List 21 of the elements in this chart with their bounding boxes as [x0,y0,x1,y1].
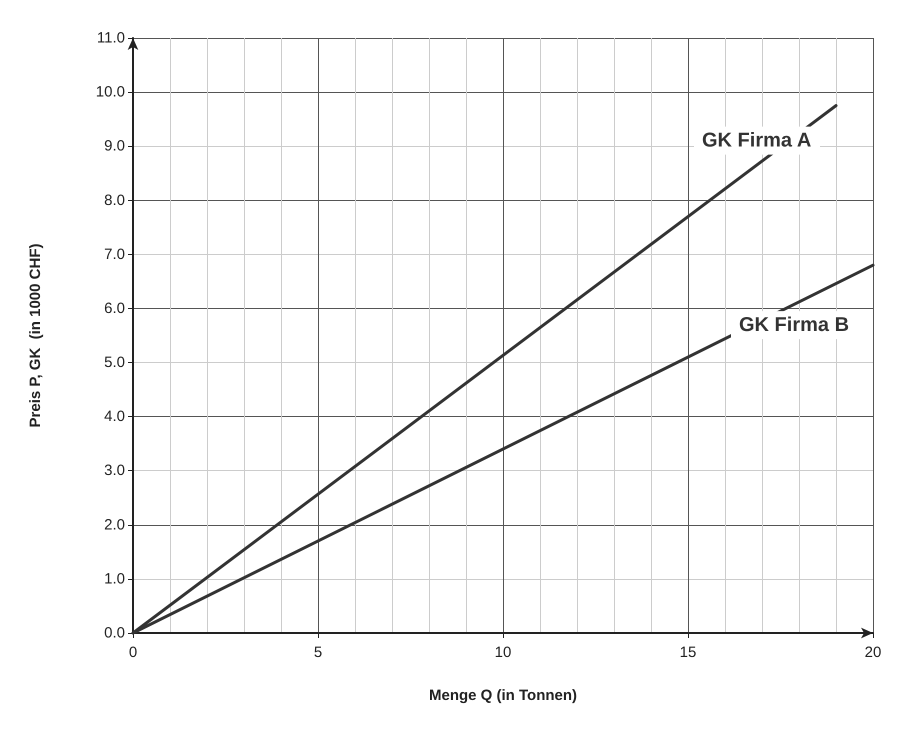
y-tick-label: 10.0 [96,84,125,101]
series-label: GK Firma B [739,314,850,336]
x-tick-label: 20 [864,644,882,661]
y-axis-title: Preis P, GK (in 1000 CHF) [27,244,44,428]
y-tick-label: 11.0 [96,30,125,46]
x-tick-label: 15 [680,644,696,661]
x-tick-label: 10 [494,644,512,661]
y-tick-label: 4.0 [104,408,125,426]
y-tick-label: 7.0 [104,246,125,263]
y-tick-label: 5.0 [104,354,125,372]
x-tick-label: 0 [128,644,138,661]
y-tick-label: 0.0 [104,624,125,642]
y-tick-label: 3.0 [104,462,125,480]
y-tick-label: 1.0 [104,570,125,588]
y-tick-label: 9.0 [104,138,125,155]
series-label: GK Firma A [702,130,812,152]
x-tick-label: 5 [314,644,322,661]
y-tick-label: 8.0 [104,192,125,209]
y-tick-label: 6.0 [104,300,125,317]
y-tick-label: 2.0 [104,516,125,534]
x-axis-title: Menge Q (in Tonnen) [428,687,578,704]
